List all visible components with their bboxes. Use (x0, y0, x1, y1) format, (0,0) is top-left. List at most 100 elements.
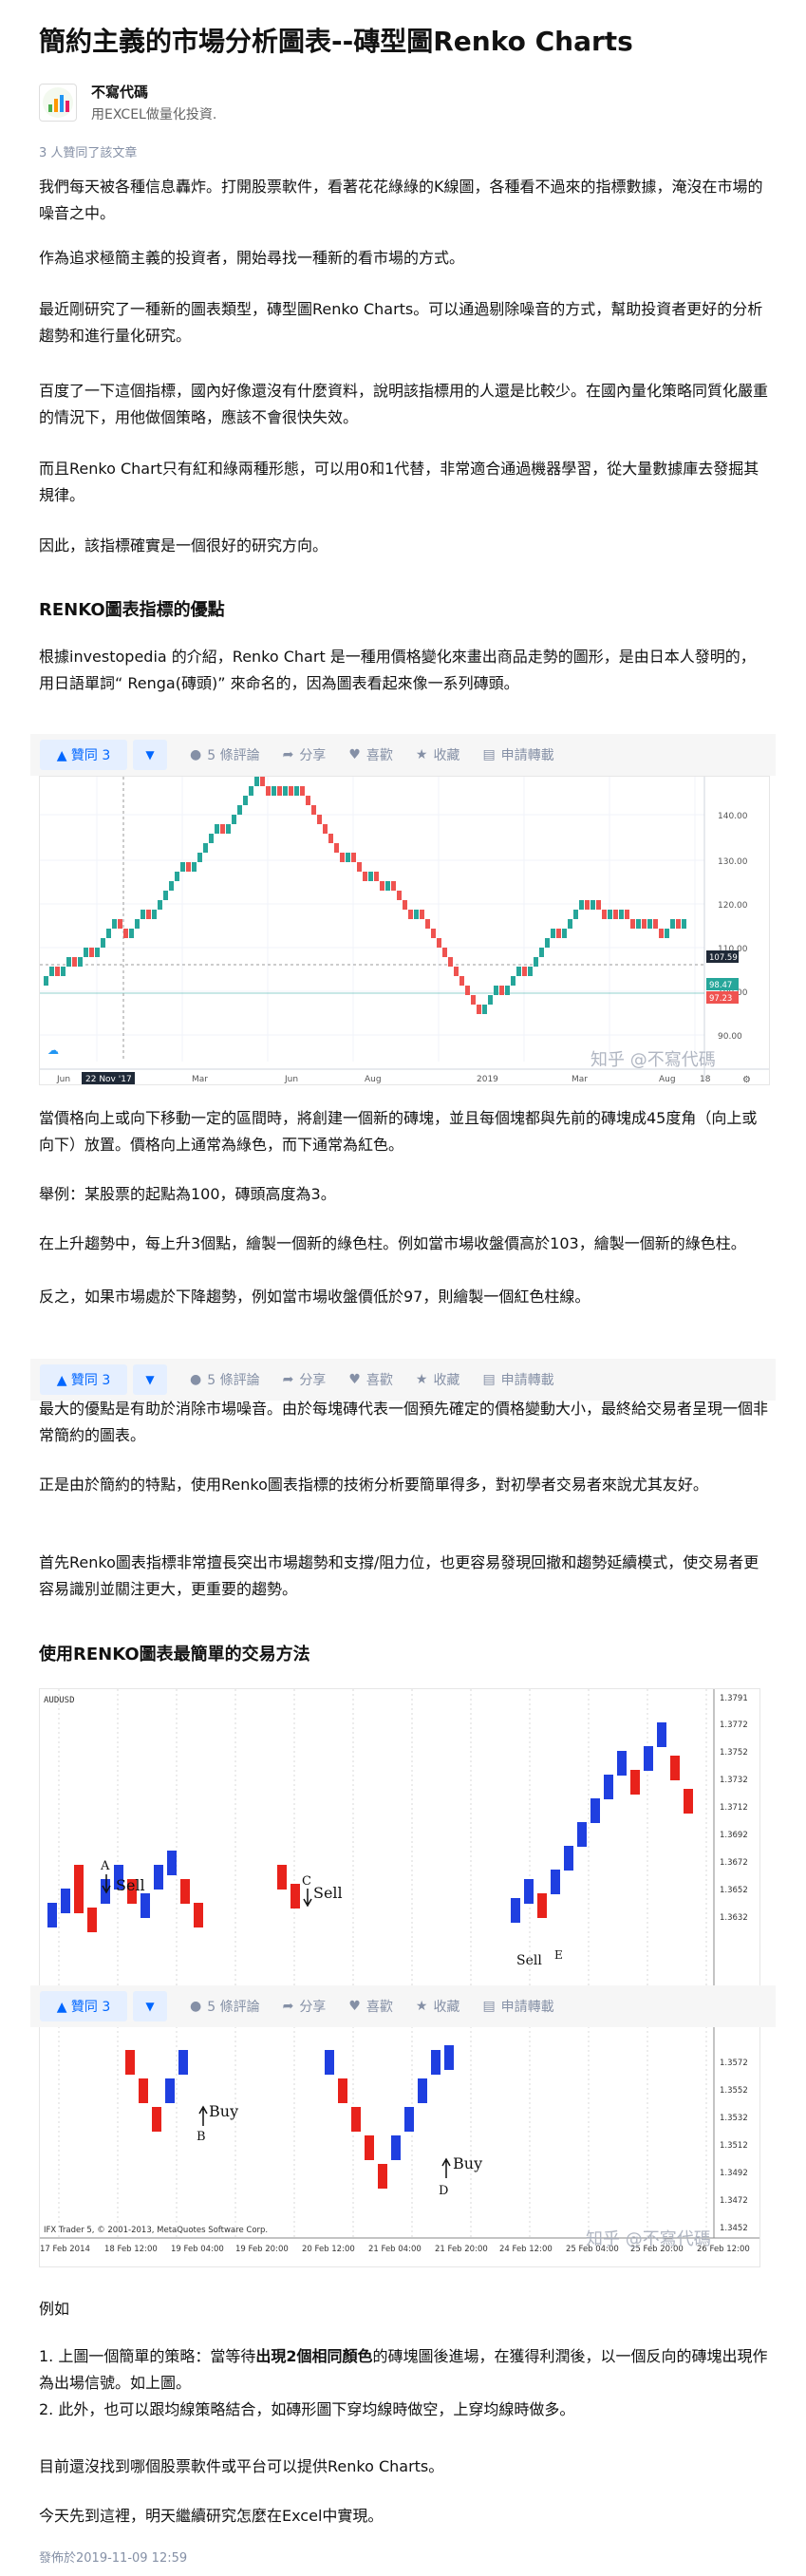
heart-icon: ♥ (348, 1999, 361, 2014)
logo-icon (43, 87, 73, 118)
renko-brick (471, 995, 476, 1005)
renko-brick (477, 1005, 481, 1014)
renko-brick (266, 786, 271, 796)
x-tick-label: 18 Feb 12:00 (104, 2245, 158, 2254)
collect-button[interactable]: ★ 收藏 (415, 747, 460, 763)
chart-background (40, 777, 769, 1084)
y-tick-label: 1.3752 (720, 1748, 748, 1758)
share-icon: ➦ (282, 1999, 294, 2014)
renko-brick (357, 862, 362, 872)
renko-brick (127, 1879, 137, 1904)
renko-brick (391, 881, 396, 891)
like-button[interactable]: ♥ 喜歡 (348, 1372, 393, 1388)
x-tick-label: 20 Feb 12:00 (302, 2245, 355, 2254)
renko-brick (431, 2050, 440, 2075)
heart-icon: ♥ (348, 1372, 361, 1387)
renko-brick (414, 910, 419, 919)
y-tick-label: 1.3452 (720, 2224, 748, 2233)
renko-brick (300, 786, 305, 796)
renko-brick (311, 805, 316, 815)
renko-brick (254, 777, 259, 786)
star-icon: ★ (415, 1372, 428, 1387)
y-tick-label: 1.3552 (720, 2086, 748, 2096)
collect-button[interactable]: ★ 收藏 (415, 1372, 460, 1388)
list-item: 1. 上圖一個簡單的策略：當等待出現2個相同顏色的磚塊圖後進場，在獲得利潤後，以… (39, 2347, 768, 2392)
upvote-button[interactable]: ▲ 贊同 3 (40, 1364, 127, 1395)
y-tick-label: 1.3712 (720, 1803, 748, 1813)
action-toolbar: ▲ 贊同 3 ▼ ● 5 條評論 ➦ 分享 ♥ 喜歡 ★ 收藏 ▤ 申請轉載 (30, 1359, 776, 1401)
upvote-button[interactable]: ▲ 贊同 3 (40, 1991, 127, 2021)
avatar[interactable] (39, 84, 77, 122)
renko-brick (66, 957, 71, 967)
share-button[interactable]: ➦ 分享 (282, 747, 327, 763)
y-tick-label: 1.3791 (720, 1694, 748, 1703)
symbol-label: AUDUSD (44, 1696, 75, 1705)
y-tick-label: 1.3732 (720, 1776, 748, 1785)
renko-brick (363, 872, 367, 881)
sell-label: Sell (516, 1953, 542, 1968)
renko-brick (135, 919, 140, 929)
paragraph: 今天先到這裡，明天繼續研究怎麼在Excel中實現。 (39, 2507, 384, 2525)
renko-brick (448, 957, 453, 967)
renko-brick (465, 986, 470, 995)
signal-label-c: C (302, 1874, 311, 1889)
renko-brick (437, 938, 441, 948)
collect-button[interactable]: ★ 收藏 (415, 1999, 460, 2015)
renko-brick (397, 891, 402, 900)
downvote-button[interactable]: ▼ (133, 1991, 167, 2021)
reprint-button[interactable]: ▤ 申請轉載 (482, 1372, 554, 1388)
like-button[interactable]: ♥ 喜歡 (348, 747, 393, 763)
downvote-button[interactable]: ▼ (133, 1364, 167, 1395)
renko-brick (74, 1889, 84, 1913)
renko-brick (551, 929, 555, 938)
renko-brick (169, 881, 174, 891)
share-button[interactable]: ➦ 分享 (282, 1999, 327, 2015)
renko-brick (625, 910, 629, 919)
renko-brick (556, 929, 561, 938)
renko-brick (328, 834, 333, 843)
renko-brick (365, 2135, 374, 2160)
paragraph: 百度了一下這個指標，國內好像還沒有什麼資料，說明該指標用的人還是比較少。在國內量… (39, 382, 769, 426)
copyright-label: IFX Trader 5, © 2001-2013, MetaQuotes So… (44, 2226, 268, 2235)
like-button[interactable]: ♥ 喜歡 (348, 1999, 393, 2015)
x-tick-label: 2019 (477, 1075, 498, 1084)
likers-count[interactable]: 3 人贊同了該文章 (39, 146, 138, 160)
renko-brick (644, 1746, 653, 1771)
renko-brick (613, 910, 618, 919)
x-tick-label: 17 Feb 2014 (40, 2245, 90, 2254)
renko-brick (44, 976, 48, 986)
renko-brick (431, 929, 436, 938)
renko-chart-1-svg: 140.00130.00120.00110.00100.0090.00107.5… (40, 777, 769, 1084)
renko-brick (444, 2045, 454, 2070)
renko-brick (351, 2107, 361, 2132)
renko-brick (425, 919, 430, 929)
y-tick-label: 1.3532 (720, 2114, 748, 2123)
reprint-button[interactable]: ▤ 申請轉載 (482, 1999, 554, 2015)
renko-brick (249, 786, 253, 796)
signal-label-b: B (197, 2130, 206, 2144)
x-tick-label: 24 Feb 12:00 (499, 2245, 553, 2254)
paragraph: 最近剛研究了一種新的圖表類型，磚型圖Renko Charts。可以通過剔除噪音的… (39, 300, 763, 345)
share-button[interactable]: ➦ 分享 (282, 1372, 327, 1388)
upvote-button[interactable]: ▲ 贊同 3 (40, 740, 127, 770)
author-name[interactable]: 不寫代碼 (91, 84, 149, 101)
renko-brick (524, 1879, 534, 1904)
renko-brick (141, 910, 145, 919)
comments-button[interactable]: ● 5 條評論 (190, 1999, 260, 2015)
renko-brick (95, 948, 100, 957)
renko-brick (226, 824, 231, 834)
renko-brick (243, 796, 248, 805)
comments-button[interactable]: ● 5 條評論 (190, 1372, 260, 1388)
star-icon: ★ (415, 747, 428, 762)
renko-brick (528, 967, 533, 976)
renko-brick (636, 919, 641, 929)
up-arrow-icon (441, 2157, 451, 2178)
paragraph: 目前還沒找到哪個股票軟件或平台可以提供Renko Charts。 (39, 2457, 444, 2475)
downvote-button[interactable]: ▼ (133, 740, 167, 770)
reprint-button[interactable]: ▤ 申請轉載 (482, 747, 554, 763)
renko-brick (670, 919, 675, 929)
comments-button[interactable]: ● 5 條評論 (190, 747, 260, 763)
renko-brick (146, 910, 151, 919)
renko-brick (84, 948, 88, 957)
renko-brick (596, 900, 601, 910)
